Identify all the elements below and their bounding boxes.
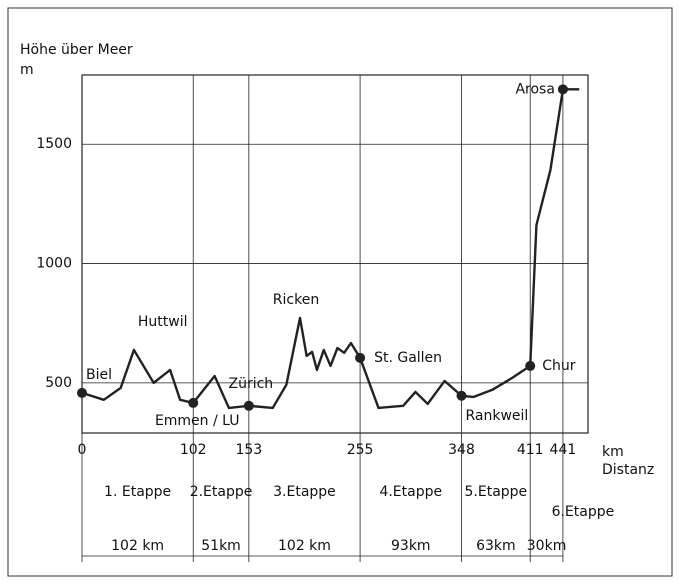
- town-marker: [355, 352, 366, 363]
- stage-name: 2.Etappe: [190, 484, 253, 500]
- y-axis-label: Höhe über Meer: [20, 42, 133, 58]
- town-marker: [557, 84, 568, 95]
- stage-distance: 30km: [527, 538, 567, 554]
- x-tick-label: 153: [235, 442, 262, 458]
- stage-distance: 63km: [476, 538, 516, 554]
- stage-name: 4.Etappe: [379, 484, 442, 500]
- stage-name: 5.Etappe: [465, 484, 528, 500]
- y-axis-unit: m: [20, 62, 34, 78]
- x-axis-unit: km: [602, 444, 624, 460]
- y-tick-label: 1500: [36, 136, 72, 152]
- x-tick-label: 441: [550, 442, 577, 458]
- town-label: Emmen / LU: [155, 413, 240, 429]
- stage-name: 1. Etappe: [104, 484, 171, 500]
- stage-name: 6.Etappe: [552, 504, 615, 520]
- stage-name: 3.Etappe: [273, 484, 336, 500]
- x-tick-label: 255: [347, 442, 374, 458]
- town-label: Biel: [86, 367, 112, 383]
- town-marker: [525, 360, 536, 371]
- town-marker: [243, 400, 254, 411]
- town-label: St. Gallen: [374, 350, 442, 366]
- outer-frame: [7, 7, 673, 577]
- stage-distance: 102 km: [278, 538, 331, 554]
- y-tick-label: 1000: [36, 256, 72, 272]
- town-marker: [456, 390, 467, 401]
- town-label: Chur: [542, 358, 576, 374]
- x-tick-label: 102: [180, 442, 207, 458]
- town-label: Ricken: [273, 292, 319, 308]
- x-tick-label: 0: [78, 442, 87, 458]
- town-label: Zürich: [229, 376, 274, 392]
- x-tick-label: 411: [517, 442, 544, 458]
- town-label: Rankweil: [466, 408, 529, 424]
- town-label: Arosa: [515, 81, 554, 97]
- stage-distance: 93km: [391, 538, 431, 554]
- stage-distance: 102 km: [111, 538, 164, 554]
- town-marker: [77, 387, 87, 398]
- y-tick-label: 500: [45, 375, 72, 391]
- x-tick-label: 348: [448, 442, 475, 458]
- profile-line: [81, 88, 580, 410]
- town-label: Huttwil: [138, 314, 188, 330]
- x-axis-label: Distanz: [602, 462, 654, 478]
- town-marker: [188, 397, 199, 408]
- stage-distance: 51km: [201, 538, 241, 554]
